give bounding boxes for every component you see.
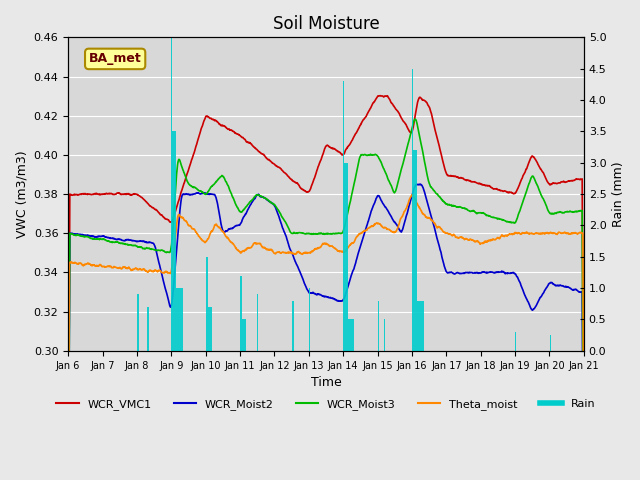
WCR_VMC1 xyxy=(549,180,557,186)
WCR_Moist3 xyxy=(476,210,484,216)
WCR_Moist2 xyxy=(534,298,542,304)
Line: WCR_Moist2: WCR_Moist2 xyxy=(68,184,584,480)
Theta_moist xyxy=(340,249,348,255)
Line: WCR_VMC1: WCR_VMC1 xyxy=(68,96,584,480)
Y-axis label: Rain (mm): Rain (mm) xyxy=(612,161,625,227)
Line: WCR_Moist3: WCR_Moist3 xyxy=(68,119,584,480)
WCR_Moist3 xyxy=(534,185,542,191)
WCR_VMC1 xyxy=(208,116,216,122)
WCR_Moist2 xyxy=(208,192,216,197)
Y-axis label: VWC (m3/m3): VWC (m3/m3) xyxy=(15,150,28,238)
Theta_moist xyxy=(352,235,360,241)
WCR_VMC1 xyxy=(352,131,360,136)
WCR_Moist2 xyxy=(413,181,420,187)
WCR_VMC1 xyxy=(476,180,484,186)
Line: Theta_moist: Theta_moist xyxy=(68,195,584,480)
X-axis label: Time: Time xyxy=(310,376,341,389)
Text: BA_met: BA_met xyxy=(89,52,141,65)
WCR_VMC1 xyxy=(534,162,542,168)
WCR_Moist3 xyxy=(208,183,216,189)
Theta_moist xyxy=(208,228,216,234)
Legend: WCR_VMC1, WCR_Moist2, WCR_Moist3, Theta_moist, Rain: WCR_VMC1, WCR_Moist2, WCR_Moist3, Theta_… xyxy=(52,395,600,414)
WCR_Moist2 xyxy=(352,260,360,265)
Theta_moist xyxy=(549,230,557,236)
WCR_VMC1 xyxy=(340,150,348,156)
WCR_Moist3 xyxy=(352,173,360,179)
WCR_Moist3 xyxy=(340,224,348,230)
WCR_Moist3 xyxy=(549,211,557,216)
Theta_moist xyxy=(408,192,416,198)
WCR_Moist2 xyxy=(476,270,484,276)
WCR_VMC1 xyxy=(376,93,384,98)
WCR_Moist2 xyxy=(340,295,348,300)
Title: Soil Moisture: Soil Moisture xyxy=(273,15,380,33)
WCR_Moist2 xyxy=(549,281,557,287)
Theta_moist xyxy=(476,240,484,246)
WCR_Moist3 xyxy=(411,116,419,122)
Theta_moist xyxy=(534,230,542,236)
